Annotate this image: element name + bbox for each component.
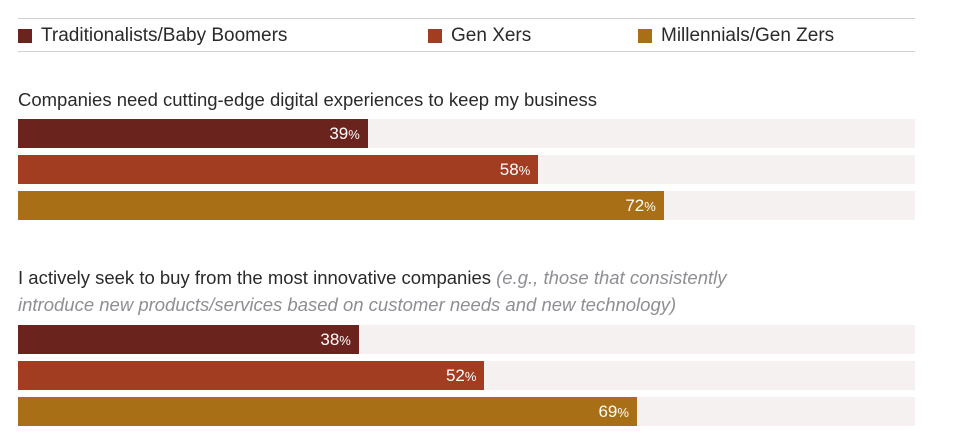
question-text: Companies need cutting-edge digital expe… [18, 89, 597, 110]
value-number: 39 [329, 124, 349, 143]
value-number: 58 [499, 160, 519, 179]
value-unit: % [348, 127, 360, 142]
bar-track: 58% [18, 155, 915, 184]
bar-track: 39% [18, 119, 915, 148]
bar-track: 69% [18, 397, 915, 426]
question-note-line1: (e.g., those that consistently [496, 267, 727, 288]
question-note-line2: introduce new products/services based on… [18, 294, 677, 315]
legend: Traditionalists/Baby Boomers Gen Xers Mi… [18, 18, 915, 52]
legend-swatch [638, 29, 652, 43]
bar-g0-s1 [18, 155, 539, 184]
bar-g1-s1 [18, 361, 485, 390]
legend-label: Gen Xers [451, 25, 532, 46]
legend-swatch [18, 29, 32, 43]
bar-g0-s0 [18, 119, 368, 148]
bar-track: 38% [18, 325, 915, 354]
bar-g1-s2 [18, 397, 637, 426]
value-unit: % [617, 405, 629, 420]
value-label-g0-s2: 72% [18, 191, 656, 220]
value-label-g0-s0: 39% [18, 119, 360, 148]
bar-track: 52% [18, 361, 915, 390]
value-label-g1-s0: 38% [18, 325, 351, 354]
value-number: 38 [320, 330, 340, 349]
value-number: 52 [445, 366, 465, 385]
value-unit: % [518, 163, 531, 178]
bar-g1-s0 [18, 325, 359, 354]
legend-swatch [428, 29, 442, 43]
value-number: 72 [625, 196, 645, 215]
value-label-g1-s1: 52% [18, 361, 476, 390]
question-2: I actively seek to buy from the most inn… [18, 264, 727, 318]
question-1: Companies need cutting-edge digital expe… [18, 86, 597, 113]
legend-label: Millennials/Gen Zers [661, 25, 835, 46]
legend-item-traditionalists: Traditionalists/Baby Boomers [18, 25, 287, 47]
legend-label: Traditionalists/Baby Boomers [41, 25, 288, 46]
value-unit: % [644, 199, 656, 214]
question-text: I actively seek to buy from the most inn… [18, 267, 497, 288]
legend-item-gen-x: Gen Xers [428, 25, 531, 47]
value-unit: % [339, 333, 351, 348]
legend-item-millennials: Millennials/Gen Zers [638, 25, 834, 47]
value-label-g0-s1: 58% [18, 155, 530, 184]
value-label-g1-s2: 69% [18, 397, 629, 426]
bar-g0-s2 [18, 191, 664, 220]
bar-track: 72% [18, 191, 915, 220]
value-number: 69 [598, 402, 618, 421]
value-unit: % [464, 369, 477, 384]
